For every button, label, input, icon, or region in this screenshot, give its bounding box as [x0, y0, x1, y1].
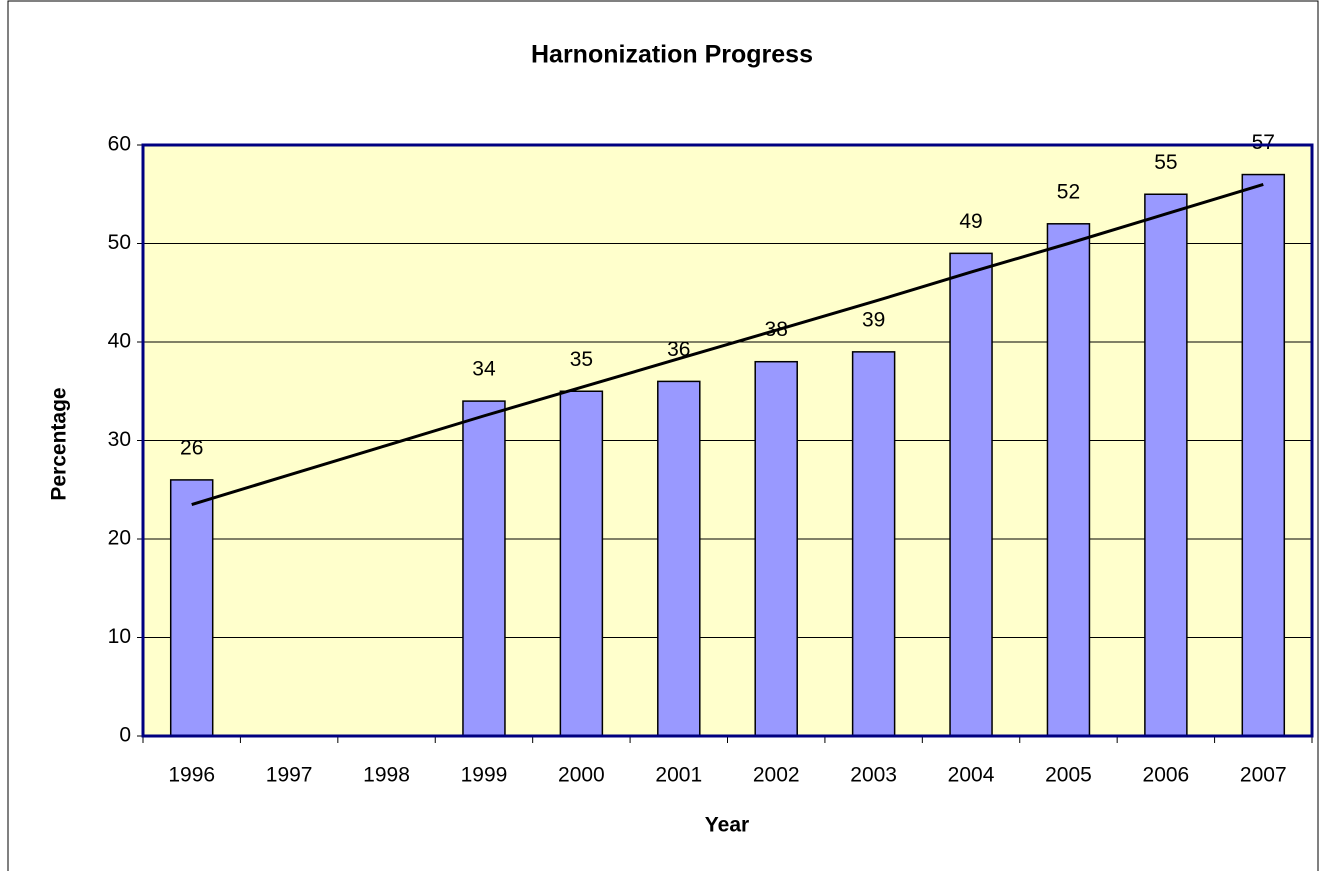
y-tick-label: 10	[108, 625, 131, 648]
data-label: 57	[1252, 131, 1275, 154]
y-tick-label: 50	[108, 231, 131, 254]
x-tick-label: 1997	[266, 764, 313, 787]
x-tick-label: 2004	[948, 764, 995, 787]
x-tick-label: 2005	[1045, 764, 1092, 787]
y-axis-title: Percentage	[48, 387, 71, 500]
data-label: 49	[959, 210, 982, 233]
bar	[949, 252, 993, 737]
bar	[657, 380, 701, 737]
y-tick-label: 30	[108, 428, 131, 451]
bar	[1241, 173, 1286, 737]
x-tick-label: 1999	[461, 764, 508, 787]
data-label: 36	[667, 338, 690, 361]
x-tick-label: 2002	[753, 764, 800, 787]
bar	[1046, 223, 1091, 737]
x-tick-label: 2006	[1143, 764, 1190, 787]
y-tick-label: 60	[108, 133, 131, 156]
y-tick-label: 20	[108, 527, 131, 550]
x-tick-label: 1998	[363, 764, 410, 787]
plot-border	[141, 143, 1314, 738]
bar	[169, 479, 214, 737]
chart-title: Harnonization Progress	[531, 41, 813, 69]
data-label: 52	[1057, 180, 1080, 203]
x-tick-label: 2000	[558, 764, 605, 787]
x-tick-label: 2001	[655, 764, 702, 787]
x-tick-label: 2007	[1240, 764, 1287, 787]
y-tick-label: 40	[108, 330, 131, 353]
data-label: 39	[862, 308, 885, 331]
data-label: 34	[472, 358, 496, 381]
x-tick-label: 2003	[850, 764, 897, 787]
data-label: 35	[570, 348, 593, 371]
x-tick-label: 1996	[168, 764, 215, 787]
bar	[1144, 193, 1188, 737]
bar	[462, 400, 506, 737]
data-label: 26	[180, 436, 203, 459]
trendline	[191, 182, 1264, 506]
bar	[754, 360, 798, 737]
bar	[559, 390, 604, 737]
y-tick-label: 0	[119, 724, 131, 747]
bar	[851, 351, 896, 737]
data-label: 55	[1154, 151, 1177, 174]
x-axis-title: Year	[705, 814, 749, 837]
